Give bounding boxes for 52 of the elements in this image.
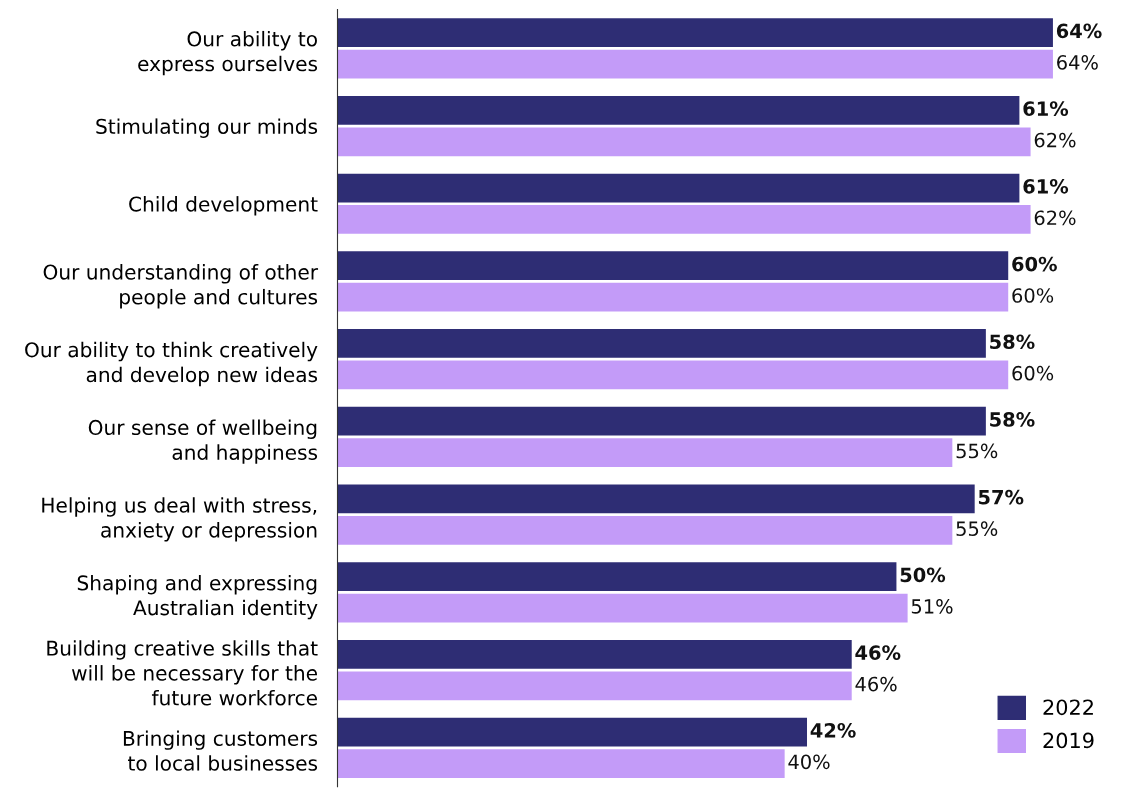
y-tick-label: Bringing customers to local businesses xyxy=(123,730,318,771)
y-tick-label: Building creative skills that will be necessary for the future workforce xyxy=(47,640,318,706)
y-tick-label: Our sense of wellbeing and happiness xyxy=(88,419,318,464)
data-label: 64% xyxy=(1057,55,1098,70)
bar xyxy=(337,749,785,778)
data-label: 62% xyxy=(1034,210,1076,226)
bar xyxy=(337,438,953,468)
bar xyxy=(337,671,852,701)
data-label: 55% xyxy=(956,443,998,459)
data-label: 58% xyxy=(990,412,1035,427)
bar xyxy=(337,406,986,436)
bar xyxy=(337,639,852,669)
bar xyxy=(337,251,1009,281)
data-label: 55% xyxy=(956,521,998,536)
bar xyxy=(337,127,1031,157)
data-label: 60% xyxy=(1012,288,1054,303)
y-tick-label: Our ability to express ourselves xyxy=(138,30,318,76)
data-label: 64% xyxy=(1056,23,1102,39)
data-label: 57% xyxy=(978,489,1024,505)
data-label: 46% xyxy=(855,676,897,692)
y-tick-label: Helping us deal with stress, anxiety or depression xyxy=(42,497,317,542)
y-tick-label: Our ability to think creatively and develop new ideas xyxy=(25,341,318,387)
bar xyxy=(337,95,1020,125)
data-label: 61% xyxy=(1023,101,1069,116)
y-tick-label: Shaping and expressing Australian identity xyxy=(77,574,318,620)
bar xyxy=(337,205,1031,234)
bar xyxy=(337,717,808,747)
bar xyxy=(337,329,986,358)
bar xyxy=(337,360,1009,390)
bar xyxy=(337,282,1009,312)
data-label: 60% xyxy=(1012,256,1057,272)
bar xyxy=(337,593,908,623)
data-label: 58% xyxy=(990,334,1035,350)
bar xyxy=(337,18,1053,47)
legend-label: 2022 xyxy=(1043,699,1093,716)
data-label: 60% xyxy=(1012,365,1054,381)
data-label: 62% xyxy=(1034,132,1076,148)
data-label: 50% xyxy=(900,567,946,583)
data-label: 61% xyxy=(1023,178,1069,194)
bar xyxy=(337,49,1053,79)
bar xyxy=(337,173,1020,203)
data-label: 51% xyxy=(911,599,953,614)
data-label: 46% xyxy=(855,645,901,660)
y-tick-label: Stimulating our minds xyxy=(96,118,318,138)
bar xyxy=(337,484,975,514)
data-label: 40% xyxy=(788,754,830,770)
y-tick-label: Child development xyxy=(129,196,318,216)
bar xyxy=(337,515,953,545)
bar xyxy=(337,562,897,591)
legend-label: 2019 xyxy=(1043,732,1094,749)
y-tick-label: Our understanding of other people and cultures xyxy=(43,264,319,309)
data-label: 42% xyxy=(810,722,856,738)
